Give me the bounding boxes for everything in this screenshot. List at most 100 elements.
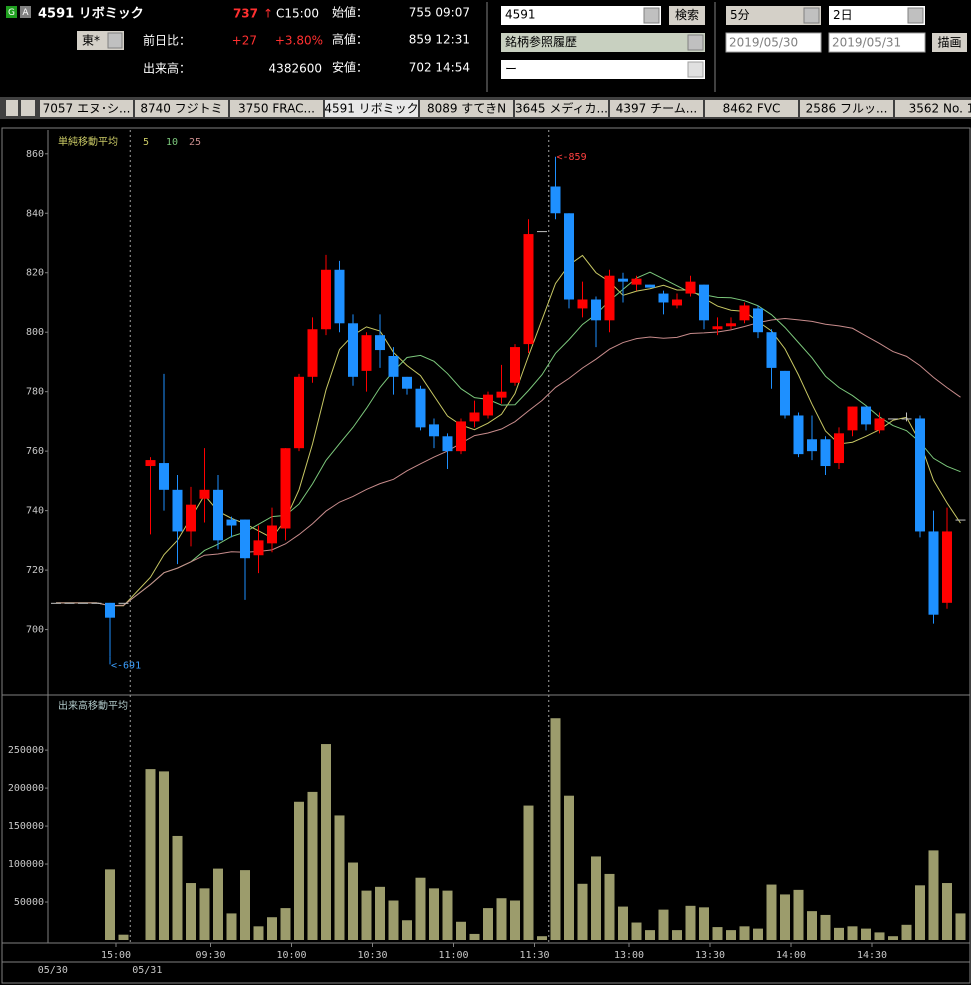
- candle-body: [159, 463, 169, 490]
- candle-body: [456, 421, 466, 452]
- to: 2019/05/31: [832, 36, 901, 50]
- volume-bar: [672, 930, 682, 940]
- candle-body: [712, 326, 723, 330]
- y-tick-label: 720: [26, 565, 44, 576]
- candle-body: [874, 418, 885, 431]
- tab-label: 8089 すてきN: [427, 102, 506, 116]
- candle-body: [766, 332, 777, 368]
- draw-button[interactable]: [932, 33, 967, 52]
- candle-body: [564, 213, 574, 300]
- x-tick-label: 13:00: [614, 950, 644, 961]
- to-date[interactable]: [828, 32, 926, 53]
- x-tick-label: 14:30: [857, 950, 887, 961]
- y-tick-label: 800: [26, 327, 44, 338]
- date-label: 05/30: [38, 965, 68, 976]
- span-select[interactable]: [829, 6, 925, 25]
- tab[interactable]: [515, 100, 608, 117]
- value: 702 14:54: [409, 61, 470, 75]
- interval-select[interactable]: [726, 6, 821, 25]
- code-input[interactable]: [501, 6, 661, 25]
- candle-body: [807, 439, 817, 452]
- candle-body: [577, 299, 588, 309]
- candle-body: [280, 448, 291, 529]
- dropdown-button[interactable]: [687, 61, 704, 78]
- tab[interactable]: [800, 100, 893, 117]
- change: +27: [232, 34, 257, 48]
- volume-bar: [537, 936, 547, 940]
- x-tick-label: 11:30: [519, 950, 549, 961]
- candle-body: [78, 602, 88, 604]
- value: 755 09:07: [409, 6, 470, 20]
- candle-body: [942, 531, 952, 603]
- candle-body: [321, 269, 331, 330]
- tab-scroll[interactable]: [21, 100, 35, 116]
- moving-average: [56, 318, 961, 607]
- candle-body: [415, 388, 426, 428]
- tab[interactable]: [230, 100, 323, 117]
- volume-bar: [753, 928, 763, 940]
- x-tick-label: 11:00: [438, 950, 468, 961]
- label: 高値：: [332, 32, 368, 47]
- candle-body: [618, 278, 628, 282]
- volume-bar: [334, 815, 345, 940]
- x-tick-label: 09:30: [195, 950, 225, 961]
- volume-bar: [658, 909, 669, 940]
- blank-select[interactable]: [501, 60, 705, 79]
- volume-bar: [645, 930, 655, 940]
- volume-bar: [604, 873, 615, 940]
- y-tick-label: 820: [26, 268, 44, 279]
- label: 始値：: [332, 5, 368, 20]
- volume-bar: [699, 907, 709, 940]
- candle-body: [820, 439, 831, 467]
- history: 銘柄参照履歴: [505, 34, 577, 49]
- dropdown-button[interactable]: [687, 34, 704, 51]
- volume-title: 出来高移動平均: [58, 699, 128, 712]
- tab-label: 7057 エヌ･シ...: [43, 102, 131, 116]
- from-date[interactable]: [725, 32, 822, 53]
- tab[interactable]: [895, 100, 971, 117]
- candle-body: [240, 519, 250, 559]
- candle-body: [334, 269, 345, 324]
- candle-body: [672, 299, 682, 306]
- volume-bar: [361, 890, 372, 940]
- badge: [20, 6, 31, 18]
- dropdown-button[interactable]: [643, 7, 660, 24]
- volume-bar: [591, 856, 601, 940]
- volume-tick-label: 100000: [8, 859, 44, 870]
- candle-body: [928, 531, 939, 615]
- volume-bar: [456, 921, 466, 940]
- volume-bar: [564, 795, 574, 940]
- tab[interactable]: [135, 100, 228, 117]
- candle-body: [267, 525, 277, 544]
- candle-body: [429, 424, 439, 437]
- volume-bar: [186, 883, 196, 940]
- volume-bar: [807, 911, 817, 940]
- candle-body: [348, 323, 358, 377]
- volume-bar: [307, 791, 318, 940]
- candle-body: [361, 335, 372, 371]
- tab[interactable]: [705, 100, 798, 117]
- dropdown-button[interactable]: [803, 7, 820, 24]
- volume-bar: [834, 927, 844, 940]
- candle-body: [901, 418, 912, 420]
- candle-body: [631, 278, 642, 285]
- x-tick-label: 15:00: [101, 950, 131, 961]
- candle-body: [64, 602, 75, 604]
- tab[interactable]: [40, 100, 133, 117]
- y-tick-label: 780: [26, 387, 44, 398]
- volume-tick-label: 250000: [8, 745, 44, 756]
- x-tick-label: 10:30: [357, 950, 387, 961]
- tab-scroll[interactable]: [6, 100, 18, 116]
- search-button[interactable]: [669, 6, 705, 25]
- dropdown-button[interactable]: [907, 7, 924, 24]
- tab[interactable]: [420, 100, 513, 117]
- volume-bar: [388, 900, 399, 940]
- badge-a: A: [22, 8, 29, 18]
- ma-legend: 5: [143, 137, 149, 148]
- history-select[interactable]: [501, 33, 705, 52]
- candle-body: [253, 540, 264, 556]
- dropdown-button[interactable]: [107, 32, 123, 49]
- tab[interactable]: [610, 100, 703, 117]
- volume-bar: [766, 884, 777, 940]
- tab[interactable]: [325, 100, 418, 117]
